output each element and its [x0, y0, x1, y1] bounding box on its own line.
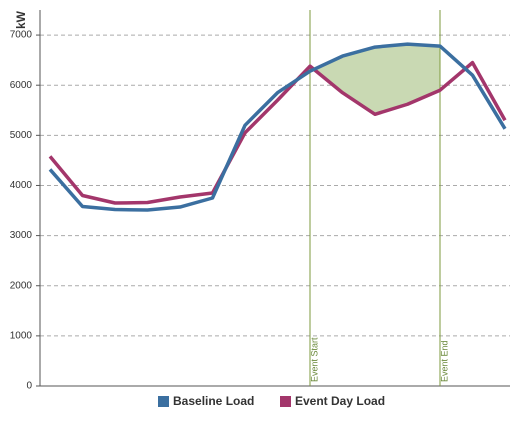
legend-swatch: [280, 396, 291, 407]
event-area: [309, 43, 441, 115]
legend-label: Baseline Load: [173, 394, 254, 408]
y-tick-label: 3000: [10, 230, 33, 241]
y-tick-label: 0: [26, 381, 32, 392]
event-label: Event Start: [309, 337, 319, 382]
legend-label: Event Day Load: [295, 394, 385, 408]
legend-swatch: [158, 396, 169, 407]
y-tick-label: 1000: [10, 331, 33, 342]
y-axis-label: kW: [14, 10, 28, 29]
event-label: Event End: [439, 340, 449, 382]
y-tick-label: 4000: [10, 180, 33, 191]
y-tick-label: 2000: [10, 280, 33, 291]
series-line: [48, 42, 507, 212]
series-line: [48, 60, 507, 205]
y-tick-label: 5000: [10, 130, 33, 141]
y-tick-label: 6000: [10, 80, 33, 91]
y-tick-label: 7000: [10, 30, 33, 41]
